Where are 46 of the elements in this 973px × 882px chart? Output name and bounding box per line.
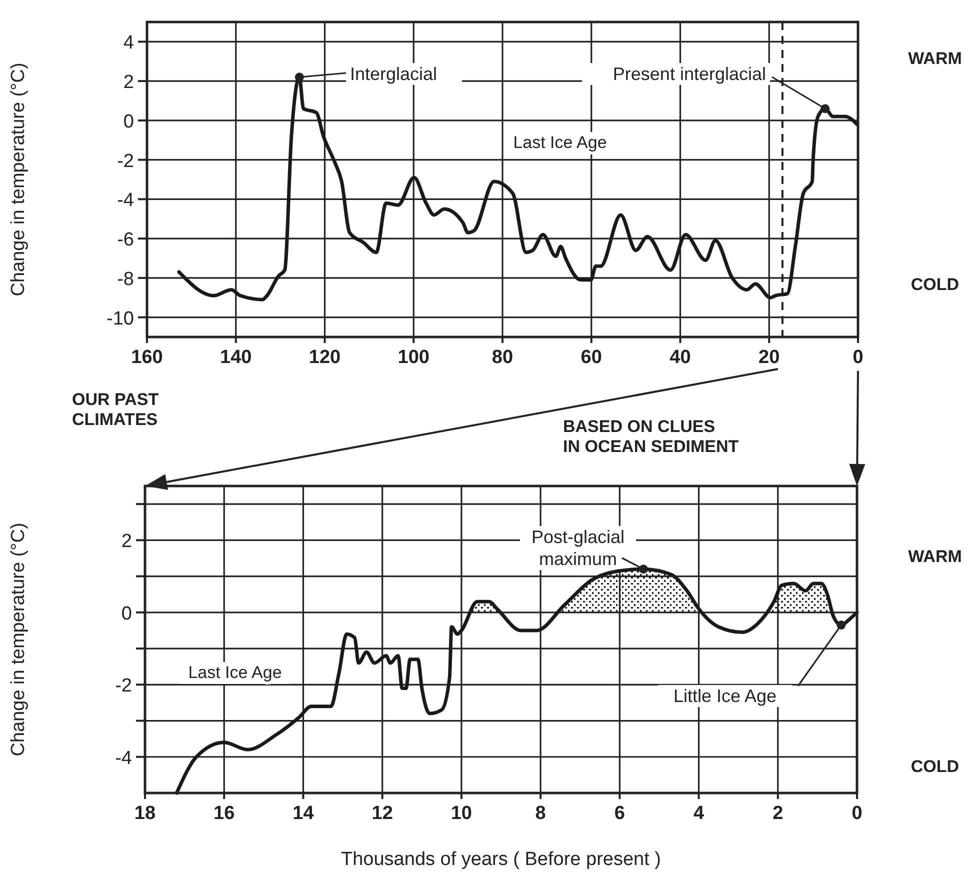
- y-tick-label: 2: [121, 531, 132, 552]
- x-tick-label: 4: [693, 803, 704, 824]
- x-tick-label: 100: [398, 347, 430, 368]
- x-tick-label: 8: [535, 803, 546, 824]
- x-tick-label: 12: [372, 803, 393, 824]
- x-tick-label: 120: [308, 347, 341, 368]
- y-tick-label: -2: [117, 150, 134, 172]
- y-tick-label: -2: [115, 676, 132, 697]
- y-tick-label: 0: [123, 111, 134, 132]
- text: WARM: [908, 49, 962, 68]
- text: WARM: [908, 547, 962, 566]
- x-tick-label: 16: [214, 803, 235, 824]
- x-tick-label: 80: [492, 347, 514, 368]
- y-tick-label: -8: [117, 268, 134, 290]
- x-tick-label: 6: [614, 803, 625, 824]
- y-tick-label: -4: [115, 748, 132, 769]
- x-tick-label: 60: [580, 347, 602, 368]
- x-tick-label: 40: [670, 347, 691, 368]
- x-tick-label: 10: [450, 803, 472, 824]
- chart-title: OUR PAST CLIMATES: [72, 390, 160, 429]
- y-tick-label: 4: [123, 32, 134, 54]
- x-tick-label: 18: [134, 803, 156, 824]
- annotation: Little Ice Age: [673, 686, 777, 706]
- text: COLD: [910, 275, 960, 294]
- x-tick-label: 2: [772, 803, 784, 824]
- x-tick-label: 14: [292, 803, 314, 824]
- text: COLD: [910, 757, 960, 776]
- annotation: Interglacial: [350, 64, 438, 84]
- y-axis-title: Change in temperature (°C): [8, 62, 29, 296]
- y-tick-label: -6: [117, 230, 134, 251]
- y-tick-label: 2: [123, 72, 134, 94]
- x-tick-label: 160: [131, 347, 163, 368]
- x-tick-label: 140: [220, 347, 252, 368]
- x-axis-title: Thousands of years ( Before present ): [341, 849, 661, 870]
- x-tick-label: 20: [758, 347, 780, 368]
- annotation: Present interglacial: [612, 64, 766, 84]
- chart-subtitle: BASED ON CLUES IN OCEAN SEDIMENT: [563, 417, 740, 456]
- annotation: Last Ice Age: [188, 663, 282, 682]
- y-tick-label: 0: [121, 603, 132, 624]
- y-tick-label: -4: [117, 190, 134, 212]
- y-tick-label: -10: [106, 308, 134, 330]
- x-tick-label: 0: [852, 803, 862, 824]
- annotation: Last Ice Age: [513, 133, 607, 152]
- annotation: Post-glacial maximum: [531, 527, 625, 569]
- y-axis-title: Change in temperature (°C): [8, 522, 29, 756]
- x-tick-label: 0: [852, 347, 864, 368]
